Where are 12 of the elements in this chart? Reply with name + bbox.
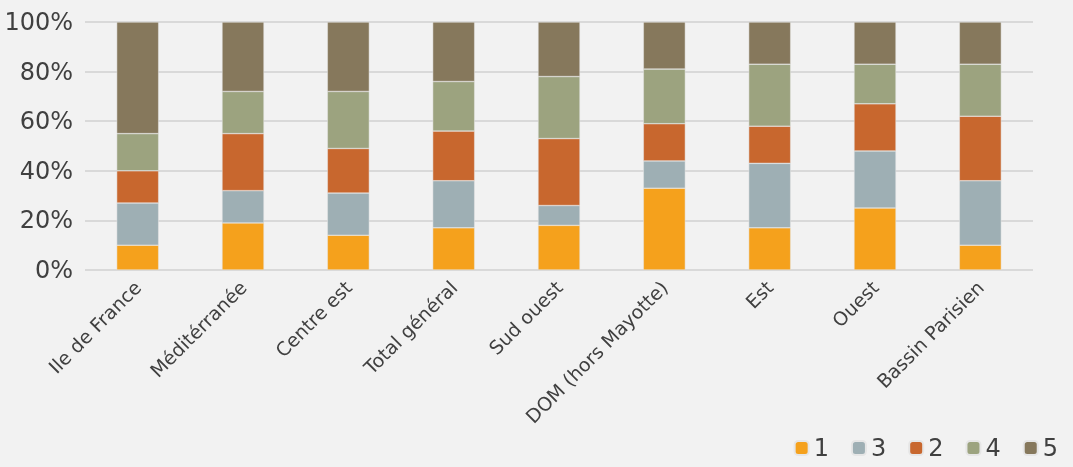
y-tick-label: 0% [34,256,73,284]
y-tick-label: 40% [19,156,73,185]
x-tick-label: Est [741,276,778,313]
legend-label: 2 [928,434,944,462]
legend-label: 5 [1042,434,1059,462]
legend-label: 3 [870,434,887,462]
y-tick-label: 80% [19,57,73,86]
legend-label: 1 [813,434,829,462]
y-tick-label: 60% [19,107,73,136]
y-tick-label: 20% [19,206,73,235]
y-tick-label: 100% [4,8,73,36]
legend-label: 4 [985,434,1001,462]
